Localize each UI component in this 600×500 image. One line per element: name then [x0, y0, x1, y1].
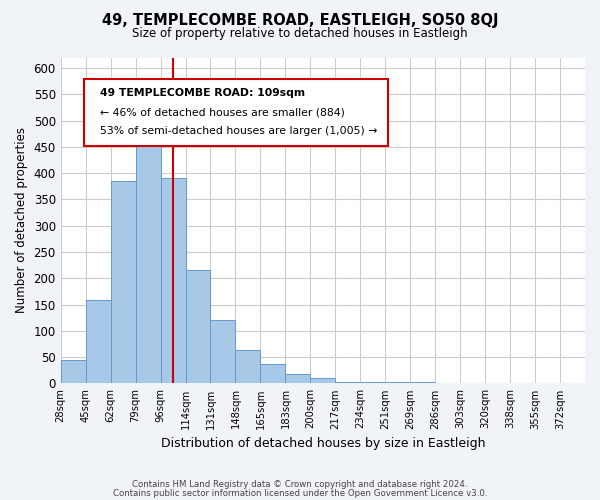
Text: Contains public sector information licensed under the Open Government Licence v3: Contains public sector information licen…: [113, 489, 487, 498]
Bar: [286, 374, 310, 384]
Text: ← 46% of detached houses are smaller (884): ← 46% of detached houses are smaller (88…: [100, 108, 345, 118]
Text: 49, TEMPLECOMBE ROAD, EASTLEIGH, SO50 8QJ: 49, TEMPLECOMBE ROAD, EASTLEIGH, SO50 8Q…: [102, 12, 498, 28]
Bar: [260, 364, 286, 384]
Bar: [310, 378, 335, 384]
Text: 53% of semi-detached houses are larger (1,005) →: 53% of semi-detached houses are larger (…: [100, 126, 377, 136]
Text: Contains HM Land Registry data © Crown copyright and database right 2024.: Contains HM Land Registry data © Crown c…: [132, 480, 468, 489]
Bar: [410, 382, 435, 384]
Bar: [335, 382, 360, 384]
Bar: [360, 382, 385, 384]
Bar: [136, 142, 161, 384]
Bar: [185, 270, 211, 384]
Bar: [161, 178, 185, 384]
Bar: [86, 300, 110, 384]
Bar: [61, 360, 86, 384]
Bar: [211, 320, 235, 384]
Bar: [385, 382, 410, 384]
Y-axis label: Number of detached properties: Number of detached properties: [15, 128, 28, 314]
FancyBboxPatch shape: [84, 78, 388, 146]
Text: Size of property relative to detached houses in Eastleigh: Size of property relative to detached ho…: [132, 28, 468, 40]
X-axis label: Distribution of detached houses by size in Eastleigh: Distribution of detached houses by size …: [161, 437, 485, 450]
Text: 49 TEMPLECOMBE ROAD: 109sqm: 49 TEMPLECOMBE ROAD: 109sqm: [100, 88, 305, 99]
Bar: [235, 350, 260, 384]
Bar: [110, 181, 136, 384]
